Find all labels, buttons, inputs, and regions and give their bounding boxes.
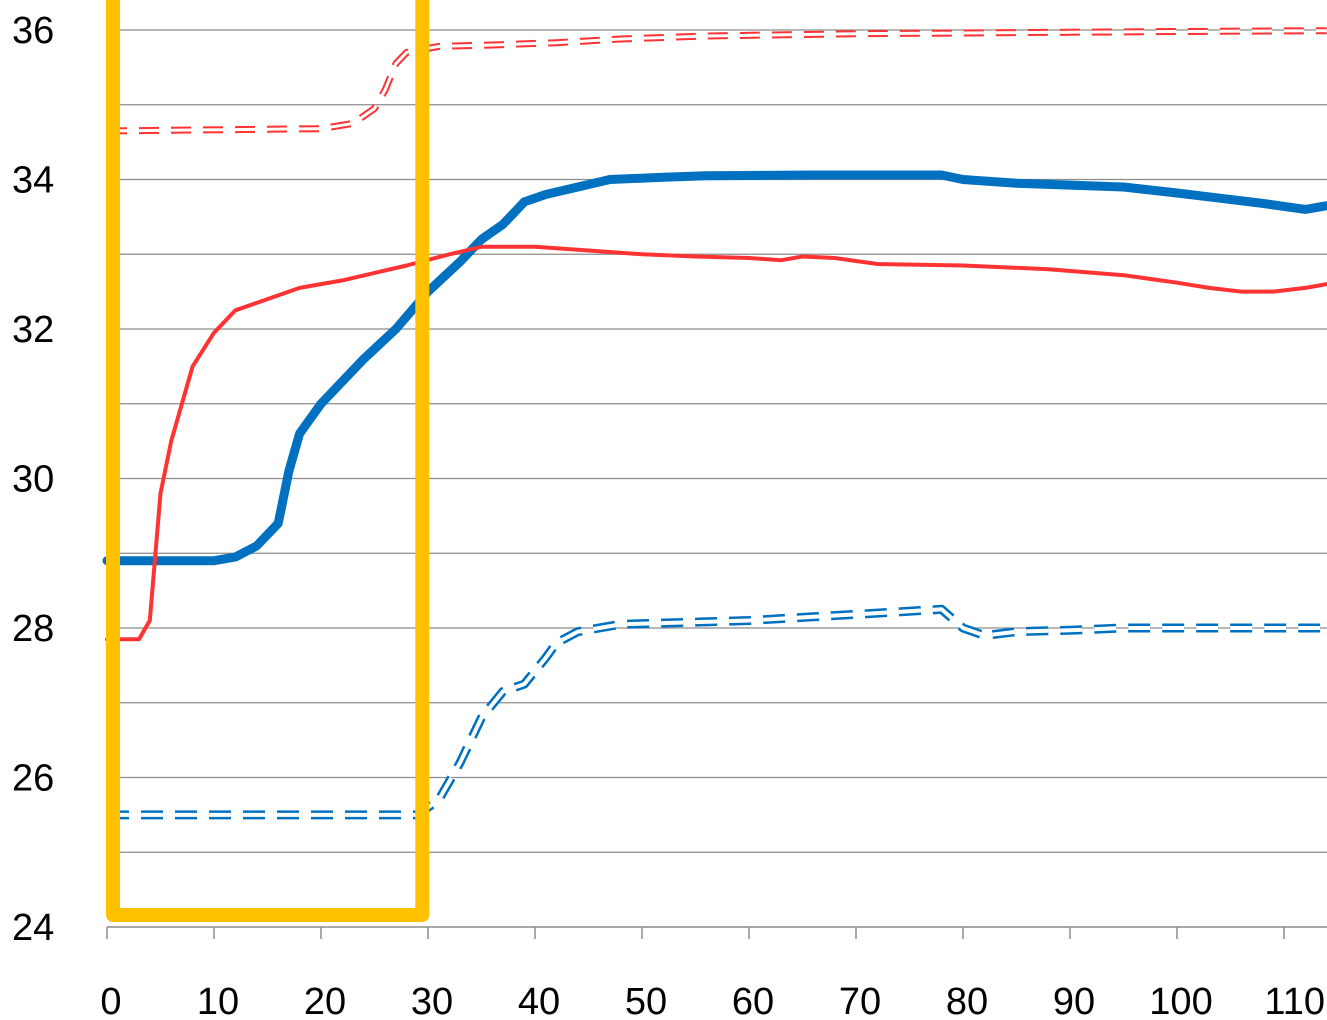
- x-tick-label: 30: [411, 981, 453, 1020]
- axes: [106, 926, 1327, 939]
- series-line-0: [102, 170, 1327, 566]
- x-tick-label: 80: [946, 981, 988, 1020]
- series-lines: [102, 27, 1327, 820]
- y-tick-label: 36: [12, 10, 54, 52]
- x-tick-label: 100: [1149, 981, 1212, 1020]
- y-tick-label: 24: [12, 907, 54, 949]
- x-tick-label: 110: [1264, 981, 1325, 1020]
- highlight-rectangle: [106, 0, 430, 923]
- y-tick-label: 26: [12, 758, 54, 800]
- y-tick-label: 34: [12, 160, 54, 202]
- x-tick-label: 0: [100, 981, 121, 1020]
- y-tick-label: 32: [12, 309, 54, 351]
- x-tick-label: 10: [197, 981, 239, 1020]
- x-tick-label: 70: [839, 981, 881, 1020]
- x-tick-label: 60: [732, 981, 774, 1020]
- x-tick-label: 40: [518, 981, 560, 1020]
- x-tick-label: 90: [1053, 981, 1095, 1020]
- series-line-1: [105, 244, 1327, 642]
- series-line-2-inner: [106, 29, 1327, 133]
- series-line-2: [106, 27, 1327, 135]
- series-line-3-inner: [107, 607, 1327, 817]
- series-line-3: [107, 604, 1327, 820]
- highlight-box: [106, 0, 430, 923]
- x-tick-label: 50: [625, 981, 667, 1020]
- x-tick-label: 20: [304, 981, 346, 1020]
- y-tick-label: 30: [12, 459, 54, 501]
- gridlines: [107, 29, 1327, 853]
- y-tick-label: 28: [12, 608, 54, 650]
- tick-labels: 24 26 28 30 32 34 36 0 10 20 30 40 50 60 70 80 90 100 110: [12, 10, 1325, 1020]
